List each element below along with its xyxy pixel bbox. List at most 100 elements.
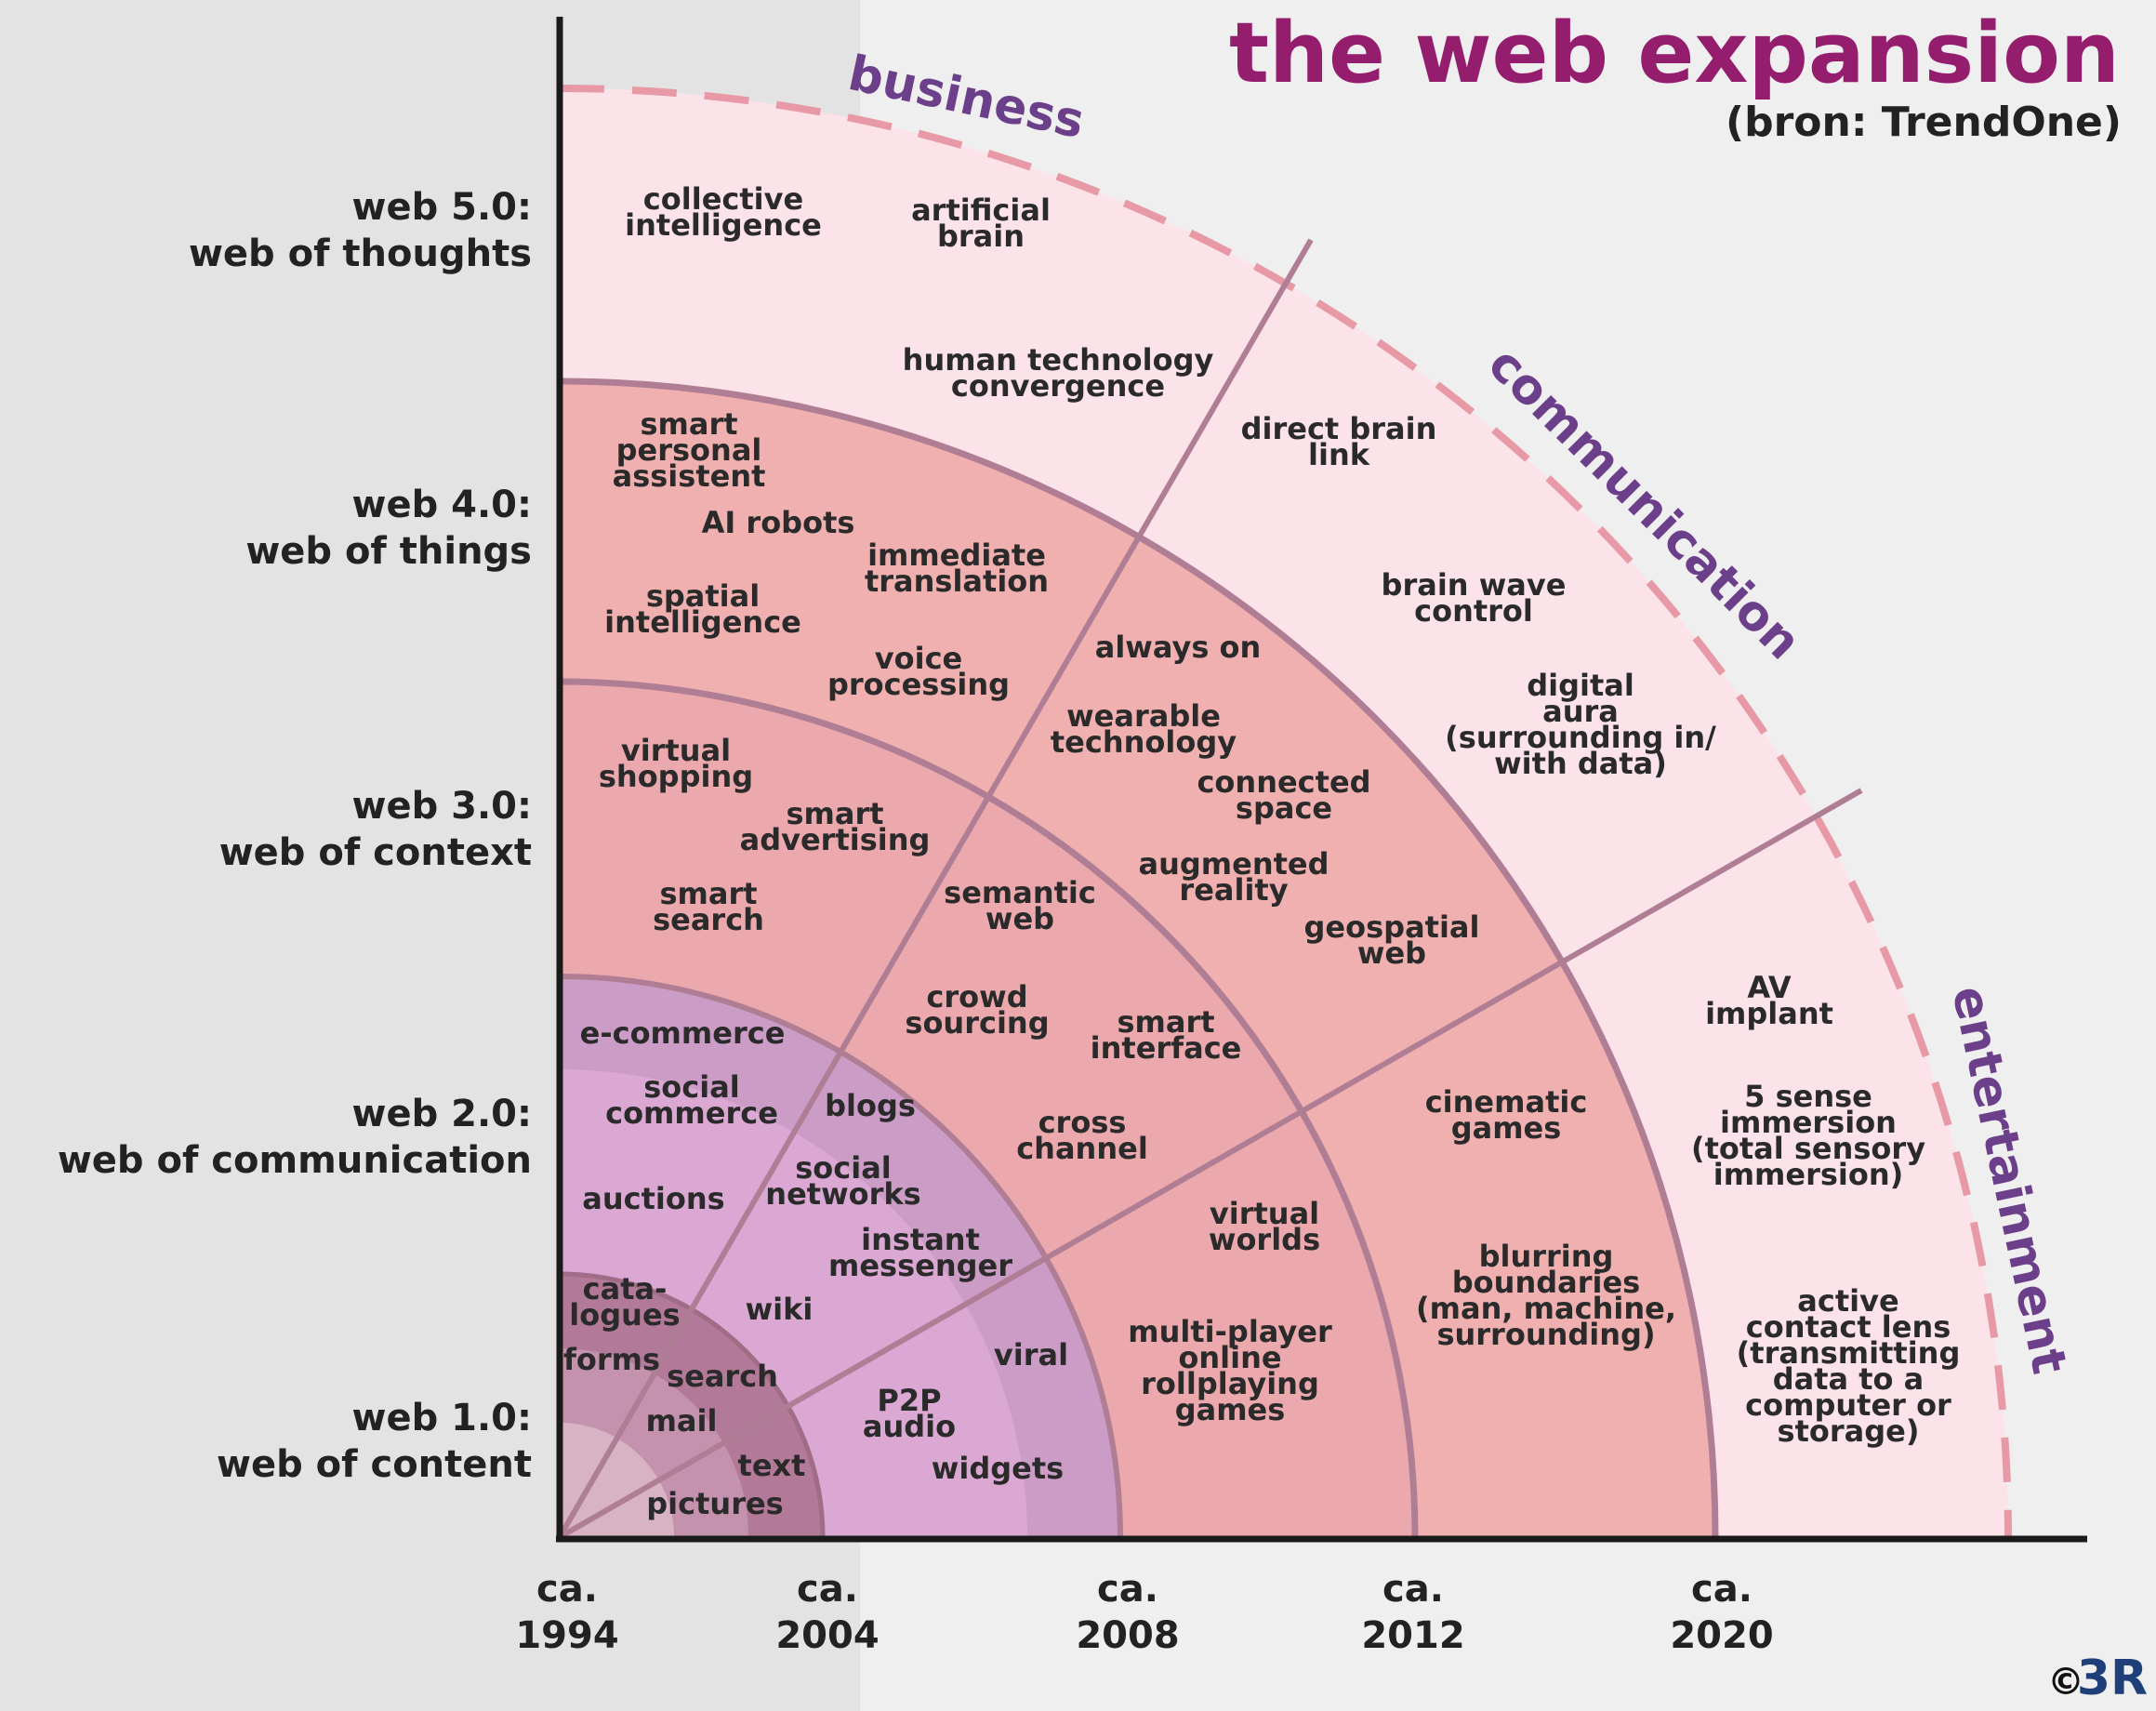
copyright-logo: 3R <box>2077 1651 2148 1706</box>
trend-item-label: contact lens <box>1746 1309 1951 1345</box>
trend-item-label: direct brain <box>1241 411 1437 446</box>
trend-item-label: augmented <box>1138 846 1329 882</box>
trend-item-label: semantic <box>944 875 1096 910</box>
year-label-year: 2012 <box>1361 1614 1464 1657</box>
trend-item-label: e-commerce <box>580 1015 786 1051</box>
trend-item-label: smart <box>786 796 883 831</box>
level-label-version: web 3.0: <box>352 785 533 828</box>
trend-item-label: multi-player <box>1128 1314 1332 1349</box>
trend-item-label: connected <box>1197 764 1370 800</box>
source-subtitle: (bron: TrendOne) <box>1726 99 2122 146</box>
trend-item-label: boundaries <box>1452 1265 1640 1300</box>
trend-item-label: worlds <box>1209 1222 1320 1257</box>
trend-item-label: aura <box>1542 694 1619 729</box>
trend-item-label: text <box>738 1448 806 1483</box>
trend-item-label: virtual <box>1210 1196 1319 1231</box>
trend-item-label: link <box>1308 437 1370 472</box>
ring-outline-1 <box>559 1271 826 1538</box>
year-label-year: 2020 <box>1670 1614 1773 1657</box>
trend-item-label: smart <box>1117 1004 1214 1040</box>
trend-item-label: smart <box>640 406 737 442</box>
trend-item-label: reality <box>1179 872 1288 908</box>
trend-item-label: forms <box>563 1342 660 1377</box>
trend-item-label: immediate <box>867 537 1046 573</box>
trend-item-label: with data) <box>1494 746 1667 781</box>
trend-item-label: space <box>1236 790 1332 826</box>
trend-item-label: cross <box>1038 1105 1127 1140</box>
band-web-1-core <box>560 1423 674 1537</box>
trend-item-label: assistent <box>613 458 766 494</box>
trend-item-label: brain <box>937 219 1025 254</box>
year-label-prefix: ca. <box>536 1568 598 1611</box>
trend-item-label: 5 sense <box>1744 1079 1872 1114</box>
trend-item-label: games <box>1175 1392 1286 1427</box>
level-label-name: web of communication <box>58 1139 532 1182</box>
trend-item-label: instant <box>861 1222 980 1257</box>
trend-item-label: search <box>667 1359 778 1394</box>
trend-item-label: active <box>1797 1283 1898 1319</box>
divider-communication-entertainment <box>558 788 1863 1540</box>
trend-item-label: rollplaying <box>1141 1366 1319 1401</box>
outer-dashed-arc <box>559 85 2012 1538</box>
trend-item-label: shopping <box>599 759 753 794</box>
trend-item-label: P2P <box>877 1383 941 1418</box>
trend-item-label: implant <box>1705 996 1833 1031</box>
trend-item-label: auctions <box>582 1181 724 1216</box>
trend-item-label: computer or <box>1745 1387 1951 1423</box>
trend-item-label: messenger <box>828 1248 1012 1283</box>
trend-item-label: blurring <box>1479 1239 1614 1274</box>
year-label-prefix: ca. <box>1097 1568 1158 1611</box>
trend-item-label: web <box>985 901 1054 936</box>
trend-item-label: online <box>1178 1340 1281 1375</box>
trend-item-label: control <box>1414 593 1533 629</box>
trend-item-label: cata- <box>583 1271 668 1306</box>
trend-item-label: technology <box>1051 724 1237 760</box>
trend-item-label: wearable <box>1066 698 1221 734</box>
trend-item-label: interface <box>1091 1030 1242 1066</box>
ring-outline-2 <box>559 974 1123 1538</box>
year-label-prefix: ca. <box>797 1568 858 1611</box>
trend-item-label: AI robots <box>702 505 855 540</box>
level-label-version: web 4.0: <box>352 484 533 526</box>
trend-item-label: wiki <box>746 1292 813 1327</box>
trend-item-label: data to a <box>1773 1361 1925 1397</box>
trend-item-label: immersion) <box>1713 1157 1904 1192</box>
level-label-version: web 5.0: <box>352 186 533 229</box>
trend-item-label: web <box>1357 935 1426 971</box>
divider-business-communication <box>557 238 1314 1539</box>
trend-item-label: cinematic <box>1425 1084 1588 1120</box>
trend-item-label: (man, machine, <box>1416 1291 1676 1326</box>
trend-item-label: pictures <box>646 1486 783 1521</box>
trend-item-label: artificial <box>911 192 1051 228</box>
year-label-year: 1994 <box>515 1614 618 1657</box>
trend-item-label: convergence <box>951 368 1165 404</box>
level-label-name: web of context <box>219 831 532 874</box>
trend-item-label: blogs <box>825 1088 916 1123</box>
copyright-symbol: © <box>2047 1661 2084 1704</box>
year-label-year: 2004 <box>775 1614 879 1657</box>
year-label-prefix: ca. <box>1382 1568 1444 1611</box>
ring-outline-4 <box>559 378 1719 1538</box>
trend-item-label: intelligence <box>604 604 801 640</box>
trend-item-label: always on <box>1095 630 1262 665</box>
level-label-version: web 2.0: <box>352 1093 533 1135</box>
page-title: the web expansion <box>1229 5 2120 102</box>
trend-item-label: intelligence <box>625 207 822 243</box>
trend-item-label: crowd <box>926 979 1027 1015</box>
level-label-name: web of things <box>245 530 532 573</box>
trend-item-label: (transmitting <box>1737 1335 1961 1371</box>
ring-outline-3 <box>559 678 1419 1538</box>
trend-item-label: logues <box>569 1297 680 1333</box>
trend-item-label: collective <box>643 181 803 217</box>
trend-item-label: channel <box>1016 1131 1148 1166</box>
trend-item-label: (total sensory <box>1691 1131 1925 1166</box>
trend-item-label: digital <box>1527 668 1634 703</box>
trend-item-label: networks <box>765 1176 920 1212</box>
trend-item-label: advertising <box>740 822 931 857</box>
trend-item-label: surrounding) <box>1436 1317 1655 1352</box>
level-label-name: web of thoughts <box>189 232 532 275</box>
